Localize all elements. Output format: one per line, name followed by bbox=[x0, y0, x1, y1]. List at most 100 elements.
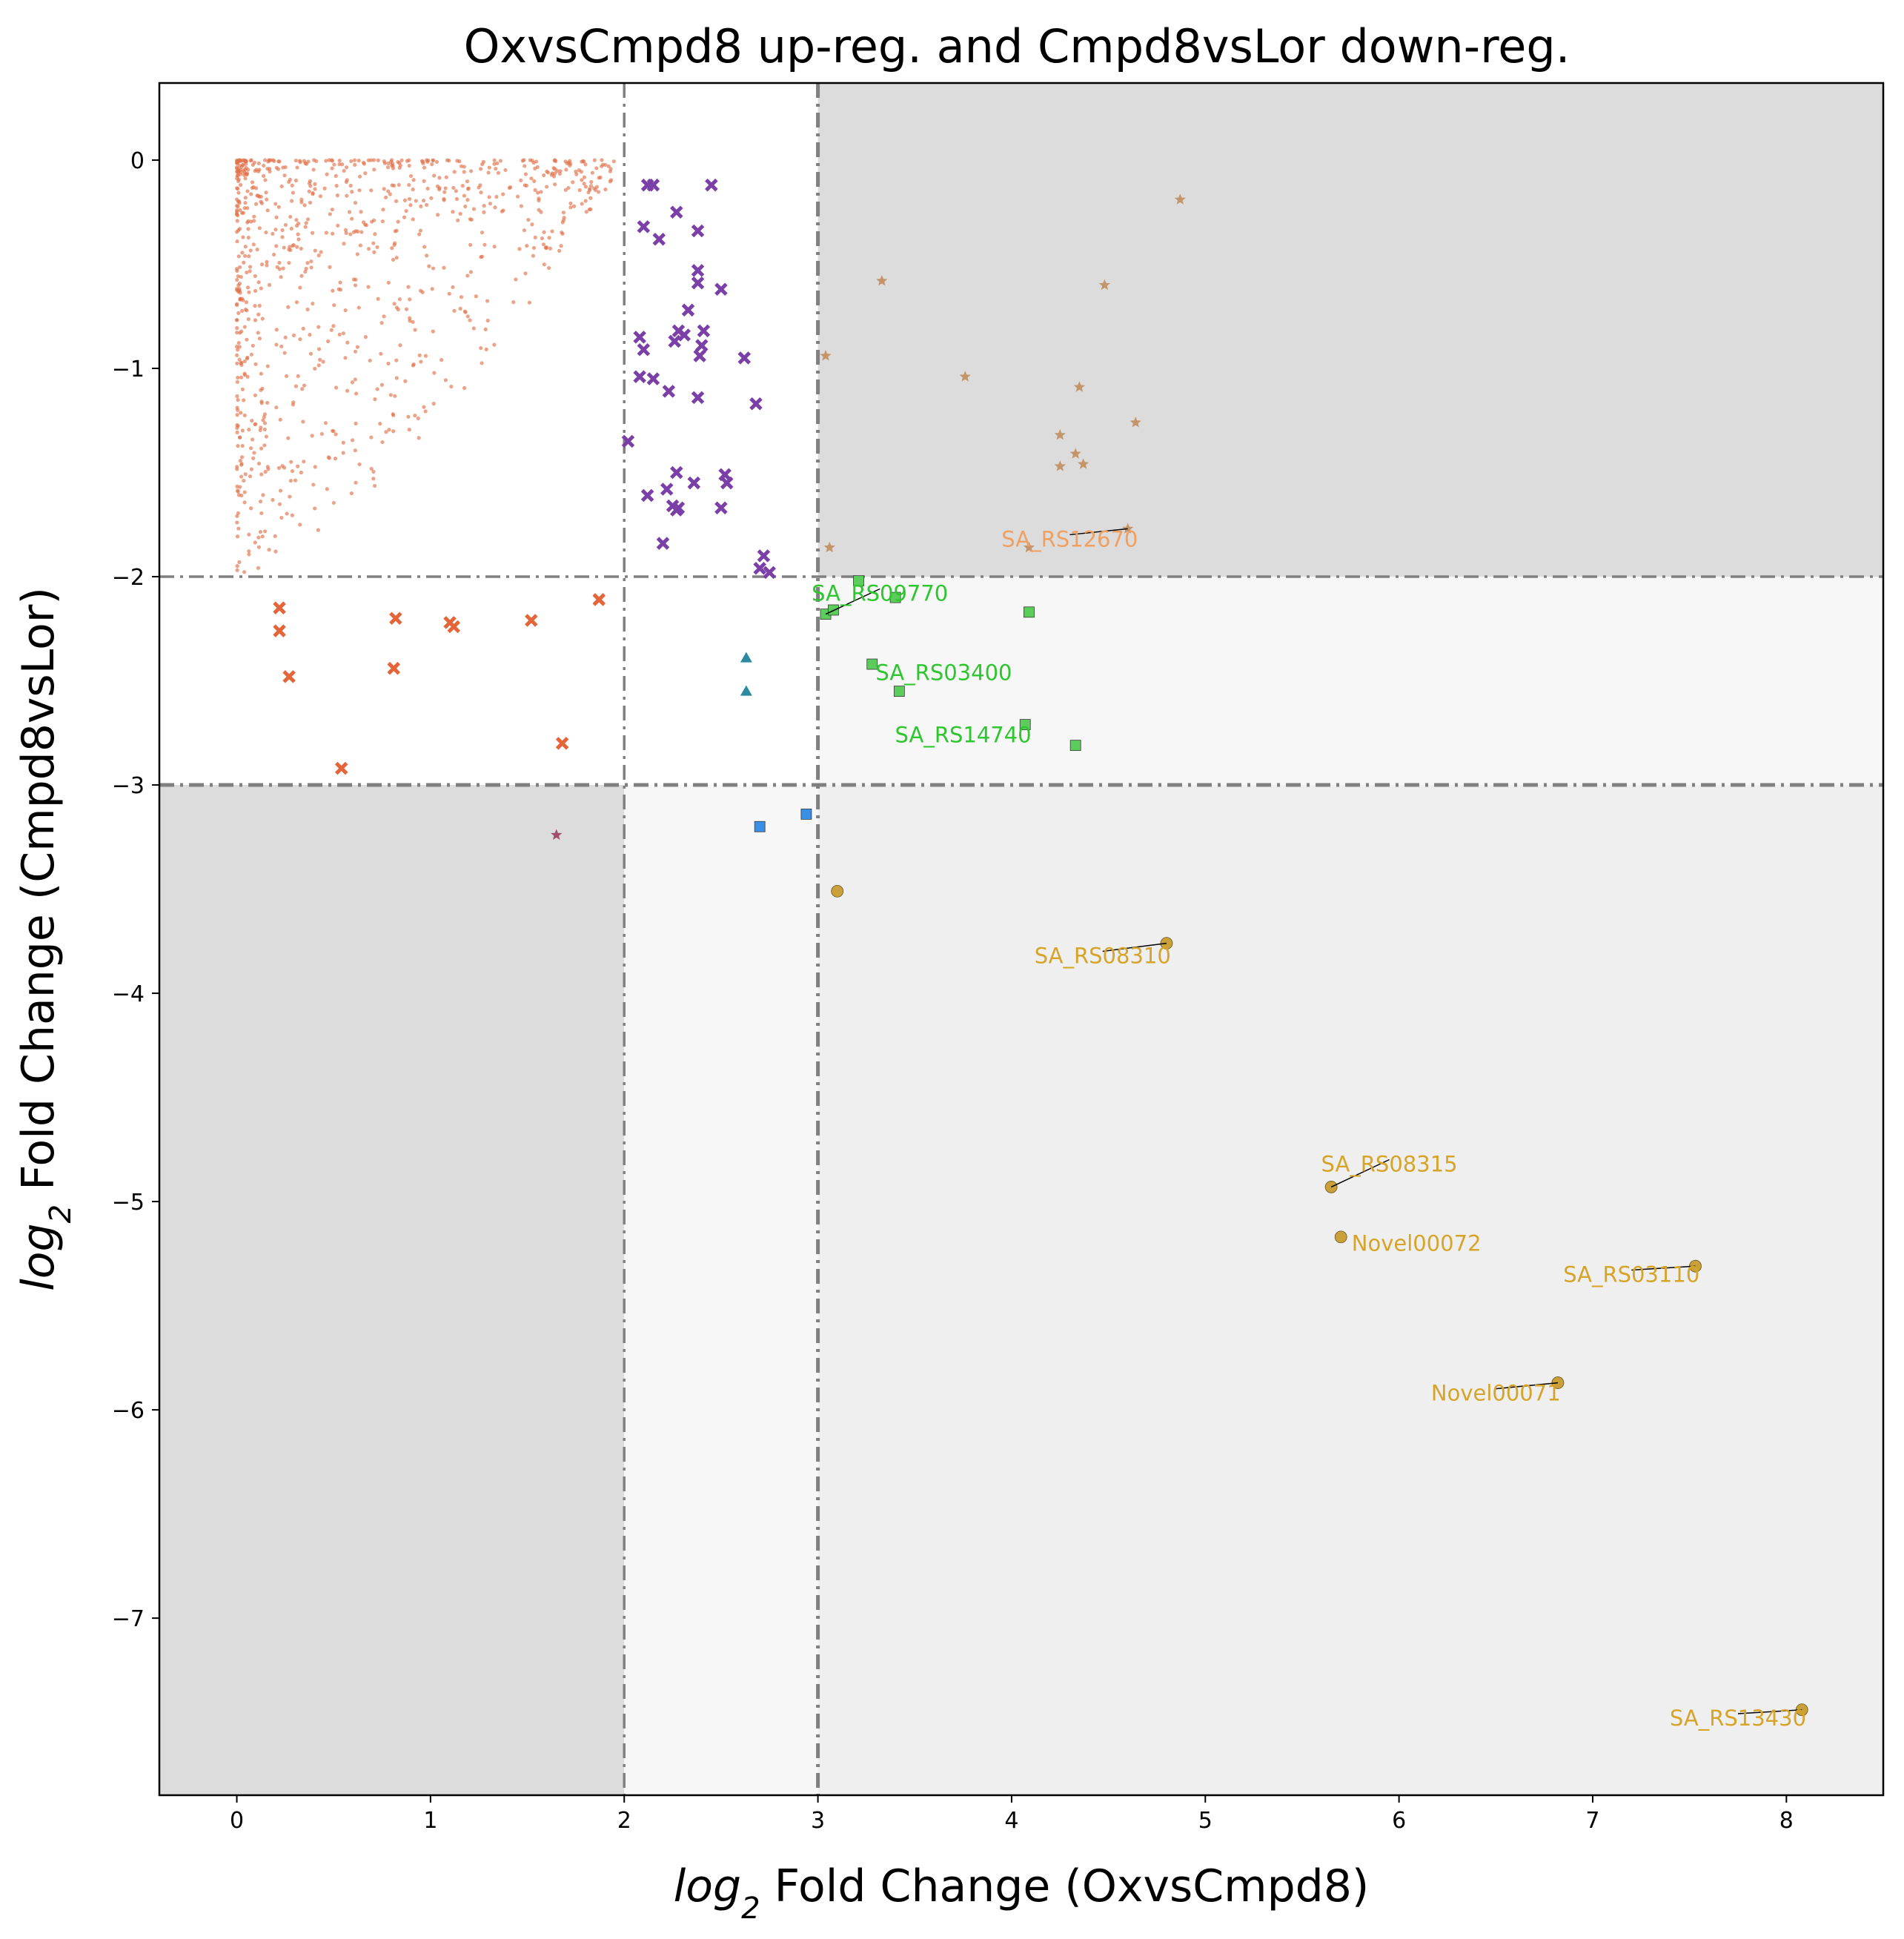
data-point bbox=[352, 158, 357, 162]
data-point-stroke bbox=[637, 342, 651, 357]
data-point bbox=[637, 342, 651, 357]
data-point bbox=[250, 180, 255, 185]
data-point bbox=[422, 245, 427, 249]
annotation-label: SA_RS03400 bbox=[875, 660, 1012, 685]
data-point bbox=[369, 188, 374, 193]
data-point bbox=[293, 158, 298, 163]
axis-title-text: log2 Fold Change (Cmpd8vsLor) bbox=[13, 587, 78, 1291]
data-point-stroke bbox=[670, 205, 683, 219]
data-point bbox=[299, 470, 303, 475]
data-point bbox=[542, 173, 546, 178]
data-point bbox=[325, 487, 329, 491]
data-point bbox=[253, 202, 259, 206]
data-point bbox=[249, 352, 253, 357]
data-point bbox=[288, 478, 293, 483]
data-point bbox=[303, 269, 308, 274]
data-point bbox=[691, 391, 705, 405]
data-point bbox=[259, 201, 265, 205]
data-point bbox=[253, 393, 258, 397]
data-point bbox=[564, 168, 568, 172]
data-point bbox=[463, 204, 468, 209]
data-point-stroke bbox=[670, 465, 683, 480]
data-point bbox=[241, 235, 245, 239]
data-point bbox=[588, 184, 594, 188]
data-point bbox=[1078, 458, 1089, 469]
data-point bbox=[382, 314, 386, 319]
annotation-label: SA_RS03110 bbox=[1563, 1262, 1699, 1287]
data-point bbox=[356, 305, 361, 310]
data-point bbox=[283, 165, 288, 170]
data-point bbox=[239, 474, 244, 479]
data-point bbox=[358, 243, 362, 248]
data-point-stroke bbox=[660, 483, 674, 496]
data-point bbox=[239, 360, 244, 365]
data-point bbox=[240, 308, 245, 314]
annotation-label: SA_RS13430 bbox=[1670, 1706, 1806, 1731]
data-point bbox=[429, 196, 434, 200]
data-point-stroke bbox=[720, 476, 734, 490]
y-axis-title: log2 Fold Change (Cmpd8vsLor) bbox=[13, 587, 78, 1291]
data-point bbox=[471, 207, 477, 211]
data-point bbox=[264, 230, 268, 235]
y-tick-label: −4 bbox=[112, 981, 145, 1007]
data-point bbox=[522, 158, 526, 162]
data-point bbox=[347, 210, 352, 214]
data-point bbox=[379, 321, 384, 325]
data-point bbox=[405, 159, 409, 163]
data-point bbox=[1069, 740, 1081, 752]
data-point-stroke bbox=[525, 614, 538, 627]
data-point bbox=[259, 286, 263, 291]
data-point-stroke bbox=[334, 761, 348, 775]
data-point bbox=[466, 186, 471, 190]
data-point bbox=[566, 185, 571, 190]
data-point bbox=[740, 685, 752, 696]
data-point bbox=[341, 451, 345, 455]
data-point bbox=[373, 397, 377, 402]
data-point-stroke bbox=[677, 328, 691, 342]
data-point bbox=[308, 200, 313, 205]
data-point-stroke bbox=[753, 562, 766, 575]
data-point bbox=[345, 340, 350, 345]
data-point bbox=[426, 158, 431, 163]
data-point bbox=[249, 158, 253, 162]
data-point bbox=[363, 335, 368, 339]
data-point bbox=[465, 198, 470, 202]
data-point bbox=[243, 196, 248, 200]
data-point bbox=[547, 236, 551, 240]
data-point bbox=[633, 370, 646, 384]
data-point bbox=[568, 205, 573, 210]
data-point bbox=[336, 287, 341, 291]
data-point bbox=[589, 179, 594, 185]
data-point bbox=[561, 211, 566, 215]
data-point bbox=[500, 209, 504, 213]
annotation-leader bbox=[825, 588, 880, 615]
data-point bbox=[587, 208, 591, 212]
data-point bbox=[592, 593, 606, 606]
data-point bbox=[327, 456, 331, 460]
data-point bbox=[503, 168, 508, 173]
data-point bbox=[546, 265, 551, 271]
data-point bbox=[252, 214, 256, 219]
data-point bbox=[282, 351, 287, 355]
data-point bbox=[236, 348, 240, 352]
data-point-stroke bbox=[705, 178, 718, 192]
data-point bbox=[246, 235, 251, 240]
data-point bbox=[308, 179, 313, 183]
data-point bbox=[444, 175, 448, 179]
data-point bbox=[311, 483, 316, 487]
data-point bbox=[541, 242, 546, 247]
data-point bbox=[559, 244, 563, 248]
data-point bbox=[353, 162, 357, 167]
data-point bbox=[294, 218, 299, 222]
data-point bbox=[236, 179, 241, 183]
data-point bbox=[407, 182, 411, 188]
data-point bbox=[363, 171, 368, 176]
data-point-stroke bbox=[389, 611, 402, 625]
data-point bbox=[253, 274, 257, 279]
data-point bbox=[568, 162, 573, 166]
data-point bbox=[254, 168, 259, 172]
data-point bbox=[357, 462, 362, 467]
data-point bbox=[328, 265, 332, 269]
data-point bbox=[331, 288, 335, 293]
data-point-stroke bbox=[633, 370, 646, 384]
